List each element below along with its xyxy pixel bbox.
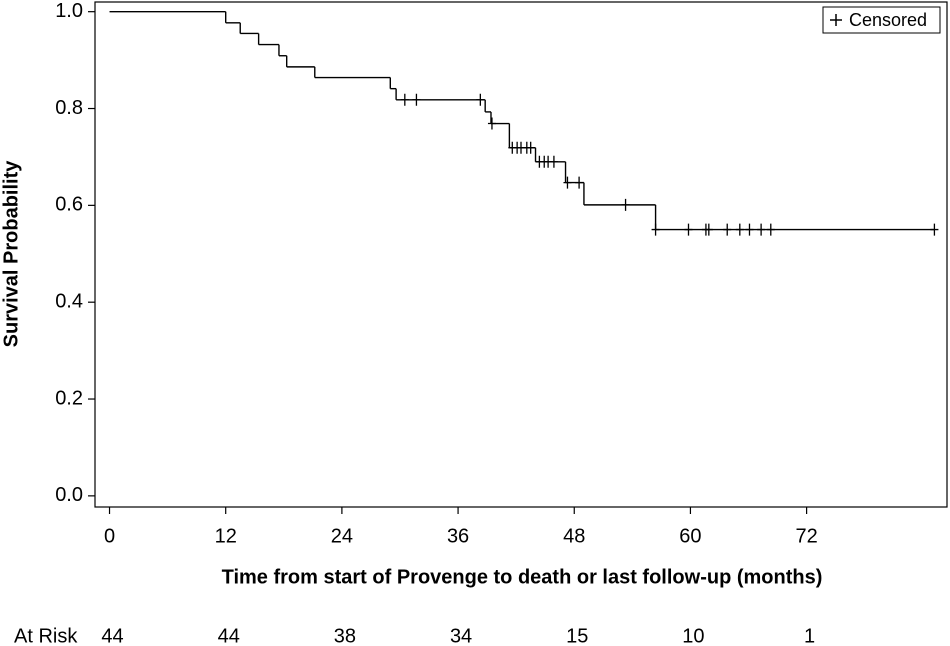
censor-mark [549, 155, 558, 168]
censor-mark [745, 223, 754, 236]
censor-mark [651, 223, 660, 236]
at-risk-value: 1 [804, 625, 815, 646]
x-tick-label: 12 [215, 525, 237, 547]
censor-mark [684, 223, 693, 236]
y-tick-label: 0.8 [55, 97, 83, 119]
at-risk-value: 38 [334, 625, 356, 646]
x-tick-label: 0 [104, 525, 115, 547]
x-tick-label: 36 [447, 525, 469, 547]
censor-mark [412, 93, 421, 106]
x-axis-title: Time from start of Provenge to death or … [222, 566, 823, 588]
at-risk-value: 15 [566, 625, 588, 646]
legend-box [822, 6, 941, 34]
y-tick-label: 0.4 [55, 290, 83, 312]
x-tick-label: 60 [679, 525, 701, 547]
y-tick-label: 0.0 [55, 484, 83, 506]
censor-mark [487, 117, 496, 130]
at-risk-value: 44 [101, 625, 123, 646]
plot-frame [94, 1, 948, 508]
legend-label: Censored [849, 10, 927, 30]
censor-mark [766, 223, 775, 236]
censor-mark [400, 93, 409, 106]
censor-mark [476, 93, 485, 106]
y-tick-label: 1.0 [55, 0, 83, 22]
censor-mark [757, 223, 766, 236]
at-risk-value: 44 [218, 625, 240, 646]
censor-mark [735, 223, 744, 236]
legend-symbol [830, 14, 842, 26]
y-tick-label: 0.2 [55, 387, 83, 409]
censor-mark [704, 223, 713, 236]
at-risk-value: 10 [682, 625, 704, 646]
censor-mark [575, 176, 584, 189]
censor-mark [723, 223, 732, 236]
at-risk-value: 34 [450, 625, 472, 646]
censor-mark [930, 223, 939, 236]
y-axis-title: Survival Probability [0, 160, 22, 348]
x-tick-label: 72 [795, 525, 817, 547]
x-tick-label: 24 [331, 525, 353, 547]
censor-mark [563, 176, 572, 189]
y-tick-label: 0.6 [55, 194, 83, 216]
x-tick-label: 48 [563, 525, 585, 547]
censor-mark [526, 141, 535, 154]
censor-mark [621, 198, 630, 211]
at-risk-label: At Risk [14, 625, 78, 646]
